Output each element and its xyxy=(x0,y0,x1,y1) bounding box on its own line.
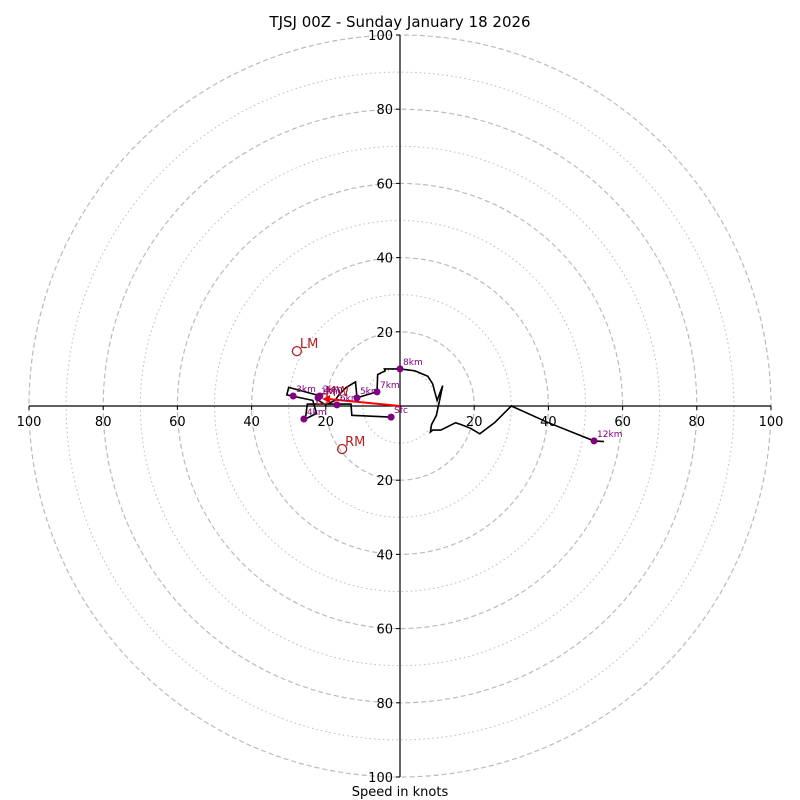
height-marker-sfc xyxy=(387,413,395,421)
tick-labels: 100 80 60 40 20 20 40 60 80 100100806040202040608… xyxy=(17,29,784,786)
x-tick-label: 100 xyxy=(17,415,42,430)
storm-motion-lm-marker xyxy=(291,345,303,357)
x-tick-label: 80 xyxy=(95,415,112,430)
x-axis-label: Speed in knots xyxy=(352,785,449,800)
storm-motion-markers: LM RM xyxy=(291,337,365,455)
y-tick-label: 100 xyxy=(368,771,393,786)
height-label-12km: 12km xyxy=(597,430,622,440)
height-marker-12km xyxy=(590,437,598,445)
y-tick-label: 60 xyxy=(376,623,393,638)
height-marker-3km xyxy=(289,392,297,400)
height-label-1km: 1km xyxy=(321,387,341,397)
y-tick-label: 40 xyxy=(376,548,393,563)
storm-motion-lm-label: LM xyxy=(300,337,318,352)
height-marker-2km xyxy=(316,392,324,400)
shear-vector-arrowhead xyxy=(322,394,331,403)
height-label-2km: 2km xyxy=(323,385,343,395)
x-tick-label: 80 xyxy=(689,415,706,430)
height-label-7km: 7km xyxy=(380,381,400,391)
height-label-sfc: Sfc xyxy=(394,406,408,416)
y-tick-label: 20 xyxy=(376,326,393,341)
y-tick-label: 20 xyxy=(376,474,393,489)
x-tick-label: 100 xyxy=(759,415,784,430)
x-tick-label: 60 xyxy=(614,415,631,430)
height-label-8km: 8km xyxy=(403,358,423,368)
y-tick-label: 80 xyxy=(376,103,393,118)
y-tick-label: 60 xyxy=(376,177,393,192)
storm-motion-rm-label: RM xyxy=(345,435,365,450)
x-tick-label: 60 xyxy=(169,415,186,430)
y-tick-label: 100 xyxy=(368,29,393,44)
storm-motion-rm-marker xyxy=(336,443,348,455)
height-marker-4km xyxy=(300,415,308,423)
chart-title: TJSJ 00Z - Sunday January 18 2026 xyxy=(268,13,530,31)
y-tick-label: 80 xyxy=(376,697,393,712)
height-marker-5km xyxy=(353,394,361,402)
height-label-6km: 6km xyxy=(340,394,360,404)
height-marker-8km xyxy=(396,365,404,373)
shear-vector-line xyxy=(327,397,401,407)
y-tick-label: 40 xyxy=(376,252,393,267)
shear-vectors: MW xyxy=(316,385,401,407)
x-tick-label: 40 xyxy=(243,415,260,430)
height-label-4km: 4km xyxy=(307,408,327,418)
mean-wind-label: MW xyxy=(325,385,349,400)
x-tick-label: 20 xyxy=(318,415,335,430)
height-marker-7km xyxy=(373,388,381,396)
x-tick-label: 20 xyxy=(466,415,483,430)
height-marker-6km xyxy=(333,401,341,409)
height-label-3km: 3km xyxy=(296,385,316,395)
height-label-5km: 5km xyxy=(360,387,380,397)
